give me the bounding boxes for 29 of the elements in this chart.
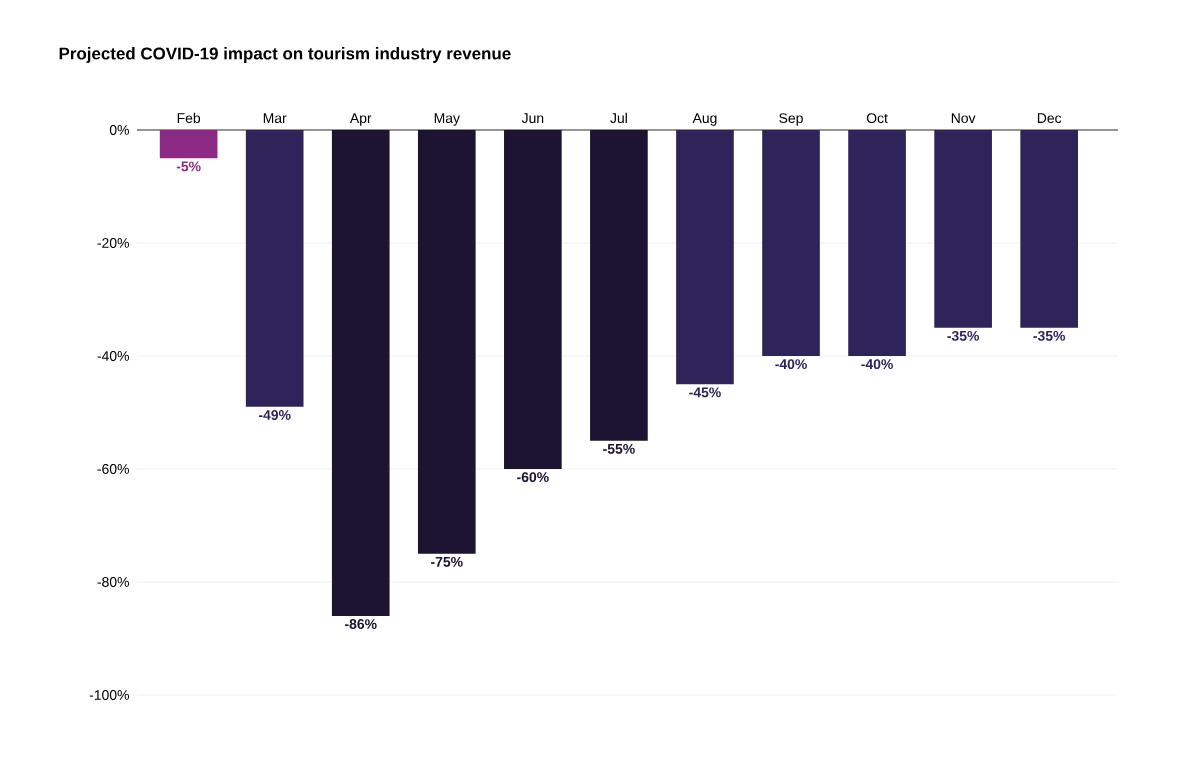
y-tick-label: -20% (97, 238, 129, 248)
data-label: -5% (176, 161, 201, 172)
data-label: -35% (947, 330, 980, 341)
data-label: -35% (1033, 330, 1066, 341)
data-label: -40% (775, 359, 807, 370)
data-label: -49% (258, 410, 291, 420)
data-label: -40% (861, 359, 893, 370)
y-tick-label: -60% (97, 464, 129, 474)
data-label: -55% (603, 443, 635, 454)
x-tick-label: Sep (779, 113, 803, 126)
x-tick-label: Apr (349, 113, 372, 126)
chart-title: Projected COVID-19 impact on tourism industry revenue (59, 47, 511, 63)
y-tick-label: 0% (109, 125, 129, 135)
x-tick-label: Dec (1037, 113, 1062, 124)
x-tick-label: Nov (951, 113, 976, 124)
x-tick-label: Mar (263, 113, 287, 124)
data-label: -75% (431, 556, 463, 567)
data-label: -60% (517, 472, 549, 483)
x-tick-label: Aug (692, 113, 717, 126)
x-tick-label: Jun (521, 113, 544, 124)
x-tick-label: May (434, 113, 460, 126)
data-label: -86% (345, 619, 377, 629)
y-tick-label: -100% (89, 690, 129, 700)
data-label: -45% (689, 387, 721, 398)
x-tick-label: Feb (177, 112, 201, 124)
x-tick-label: Oct (866, 113, 888, 124)
y-tick-label: -40% (97, 351, 129, 361)
y-tick-label: -80% (97, 577, 129, 587)
x-tick-label: Jul (610, 112, 627, 124)
